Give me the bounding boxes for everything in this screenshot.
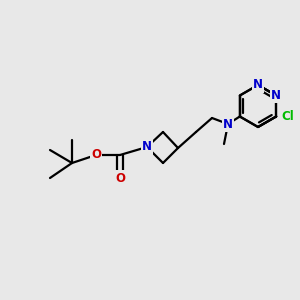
Text: N: N bbox=[142, 140, 152, 154]
Text: O: O bbox=[115, 172, 125, 184]
Text: O: O bbox=[91, 148, 101, 161]
Text: N: N bbox=[253, 79, 263, 92]
Text: Cl: Cl bbox=[282, 110, 295, 123]
Text: N: N bbox=[271, 89, 281, 102]
Text: N: N bbox=[253, 79, 263, 92]
Text: Cl: Cl bbox=[281, 110, 294, 123]
Text: N: N bbox=[271, 89, 281, 102]
Text: N: N bbox=[223, 118, 233, 130]
